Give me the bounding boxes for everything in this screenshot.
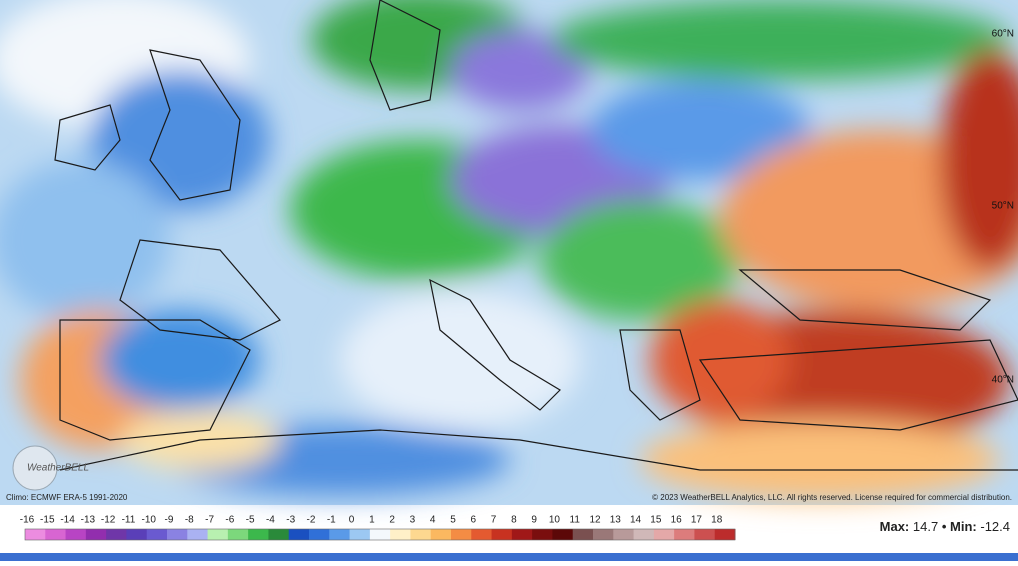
legend-tick-label: -13 [81,515,96,526]
latitude-label: 60°N [992,29,1014,40]
legend-swatch [349,529,371,540]
legend-tick-label: 16 [671,515,683,526]
legend-swatch [146,529,168,540]
legend-swatch [714,529,736,540]
min-value: -12.4 [980,519,1010,534]
color-legend: -16 -15 -14 -13 -12 -11 -10 -9 -8 -7 -6 -5 -4 -3 -2 -1 0… [20,515,736,541]
legend-tick-label: -5 [246,515,255,526]
legend-swatch [167,529,188,540]
legend-tick-label: 7 [491,515,497,526]
legend-tick-label: 14 [630,515,642,526]
stats: Max: 14.7 • Min: -12.4 [880,519,1010,534]
legend-tick-label: 3 [410,515,416,526]
legend-tick-label: 4 [430,515,436,526]
legend-tick-label: -8 [185,515,194,526]
legend-tick-label: 12 [589,515,601,526]
legend-tick-label: 11 [570,515,581,526]
legend-tick-label: -12 [101,515,116,526]
legend-swatch [85,529,107,540]
legend-swatch [410,529,432,540]
legend-swatch [430,529,452,540]
min-label: Min: [950,519,977,534]
legend-swatch [369,529,391,540]
separator: • [942,519,947,534]
legend-swatch [207,529,229,540]
legend-swatch [491,529,513,540]
copyright: © 2023 WeatherBELL Analytics, LLC. All r… [652,493,1012,502]
legend-swatch [471,529,493,540]
legend-swatch [248,529,269,540]
logo-text: WeatherBELL [27,463,89,474]
legend-swatch [106,529,127,540]
legend-swatch [511,529,533,540]
legend-tick-label: -7 [205,515,214,526]
legend-swatch [329,529,351,540]
logo-badge: WeatherBELL [12,445,89,491]
legend-swatch [309,529,330,540]
latitude-label: 50°N [992,201,1014,212]
legend-tick-label: 1 [369,515,375,526]
legend-swatch [593,529,614,540]
legend-tick-label: 13 [610,515,622,526]
legend-tick-label: -1 [327,515,336,526]
max-value: 14.7 [913,519,938,534]
legend-tick-label: 2 [389,515,395,526]
legend-tick-label: 9 [531,515,537,526]
legend-tick-label: 6 [471,515,477,526]
legend-tick-label: 17 [691,515,703,526]
legend-tick-label: -3 [286,515,295,526]
legend-tick-label: 0 [349,515,355,526]
map-field: WeatherBELL Climo: ECMWF ERA-5 1991-2020… [0,0,1018,505]
legend-swatch [126,529,148,540]
legend-swatch [694,529,716,540]
legend-swatch [288,529,310,540]
legend-swatch [674,529,695,540]
max-label: Max: [880,519,910,534]
legend-tick-label: -10 [141,515,156,526]
legend-swatch [552,529,574,540]
legend-swatch [25,529,46,540]
legend-swatch [268,529,290,540]
legend-swatch [390,529,411,540]
legend-tick-label: 10 [549,515,561,526]
legend-tick-label: -9 [165,515,174,526]
legend-tick-label: -15 [40,515,55,526]
legend-swatch [572,529,594,540]
legend-swatch [187,529,209,540]
legend-swatch [65,529,87,540]
legend-swatch [45,529,67,540]
legend-swatch [227,529,249,540]
legend-swatch [633,529,655,540]
legend-tick-label: 5 [450,515,456,526]
legend-swatch [613,529,635,540]
legend-tick-label: 15 [650,515,662,526]
legend-swatch [532,529,553,540]
legend-tick-label: -11 [122,515,136,526]
legend-swatch [451,529,472,540]
legend-tick-label: 18 [711,515,723,526]
bottom-bar [0,553,1018,561]
legend-tick-label: -2 [307,515,316,526]
legend-frame [24,528,736,541]
legend-tick-label: -6 [225,515,234,526]
legend-tick-label: -4 [266,515,275,526]
climo-note: Climo: ECMWF ERA-5 1991-2020 [6,493,128,502]
legend-tick-label: 8 [511,515,517,526]
latitude-label: 40°N [992,375,1014,386]
legend-tick-label: -14 [60,515,75,526]
legend-tick-label: -16 [20,515,35,526]
legend-swatch [653,529,675,540]
